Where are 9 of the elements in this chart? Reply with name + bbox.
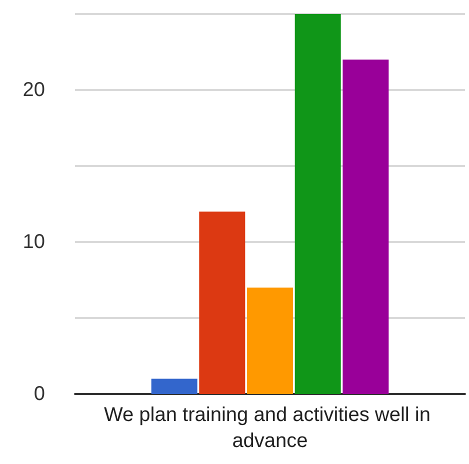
bar — [199, 212, 246, 394]
y-tick-label: 0 — [34, 383, 45, 405]
y-tick-label: 10 — [22, 231, 45, 253]
bar — [294, 14, 341, 394]
x-tick-label: We plan training and activities well in advance — [104, 404, 436, 452]
bar — [151, 378, 198, 394]
bar — [247, 288, 293, 394]
y-tick-label: 20 — [22, 79, 45, 101]
bar — [342, 60, 389, 394]
